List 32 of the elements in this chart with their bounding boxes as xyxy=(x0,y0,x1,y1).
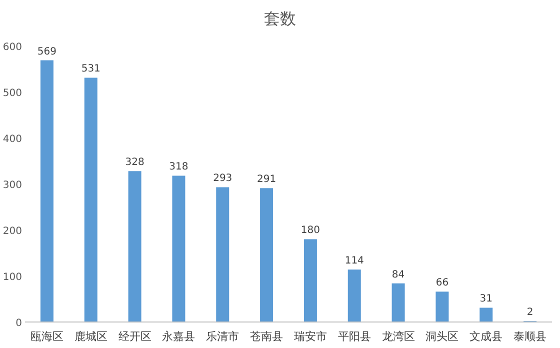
data-label: 31 xyxy=(480,294,492,305)
x-tick-label: 瑞安市 xyxy=(294,330,327,343)
data-label: 569 xyxy=(37,46,57,58)
y-tick-label: 100 xyxy=(2,272,22,283)
data-label: 291 xyxy=(256,174,276,186)
chart-title: 套数 xyxy=(264,9,296,28)
data-label: 66 xyxy=(436,278,449,289)
x-tick-label: 瓯海区 xyxy=(30,330,64,343)
x-tick-label: 文成县 xyxy=(470,330,503,343)
y-tick-label: 0 xyxy=(16,318,22,329)
y-tick-label: 200 xyxy=(2,226,22,237)
y-tick-label: 500 xyxy=(2,88,22,99)
data-label: 2 xyxy=(526,307,534,318)
data-label: 328 xyxy=(125,157,144,168)
data-label: 318 xyxy=(169,162,188,173)
x-tick-label: 泰顺县 xyxy=(514,330,547,343)
data-label: 114 xyxy=(344,256,364,267)
y-tick-label: 300 xyxy=(2,180,22,191)
y-tick-label: 600 xyxy=(2,42,22,53)
data-label: 293 xyxy=(213,173,232,184)
data-label: 531 xyxy=(81,64,100,75)
x-tick-label: 平阳县 xyxy=(338,330,371,343)
x-tick-label: 洞头区 xyxy=(426,330,459,343)
y-tick-label: 400 xyxy=(2,134,22,145)
data-label: 84 xyxy=(392,269,405,280)
x-tick-label: 经开区 xyxy=(118,330,152,343)
x-tick-label: 永嘉县 xyxy=(162,330,196,343)
data-label: 180 xyxy=(300,225,320,236)
x-tick-label: 鹿城区 xyxy=(74,330,108,343)
x-tick-label: 龙湾区 xyxy=(382,330,415,343)
x-tick-label: 苍南县 xyxy=(250,330,284,343)
x-tick-label: 乐清市 xyxy=(206,330,240,343)
